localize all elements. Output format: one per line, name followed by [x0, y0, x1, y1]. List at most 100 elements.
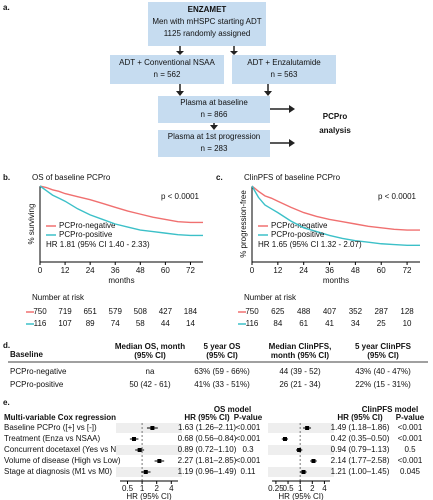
risk-count: 508 [134, 307, 148, 316]
p-label: <0.001 [236, 423, 261, 432]
row-band [268, 423, 334, 433]
x-tick-label: 60 [161, 266, 170, 275]
risk-count: 352 [349, 307, 363, 316]
x-tick-label: 4 [322, 484, 327, 493]
node-text: Plasma at baseline [180, 98, 248, 107]
risk-count: 58 [136, 319, 145, 328]
legend-label: PCPro-positive [271, 230, 325, 239]
risk-count: 25 [377, 319, 386, 328]
table-cell: 63% (59 - 66%) [194, 367, 250, 376]
panel-label: e. [3, 398, 10, 407]
x-tick-label: 2 [310, 484, 315, 493]
node-box [148, 2, 266, 46]
hr-marker [301, 470, 306, 474]
table-header: Baseline [10, 350, 43, 359]
x-tick-label: 0.25 [268, 484, 284, 493]
hr-marker [311, 459, 316, 463]
x-tick-label: 0.5 [282, 484, 294, 493]
node-text: ADT + Enzalutamide [247, 58, 321, 67]
arrows [179, 46, 290, 144]
node-text: ENZAMET [188, 5, 227, 14]
node-text: n = 563 [271, 70, 298, 79]
risk-count: 750 [33, 307, 47, 316]
node-text: analysis [319, 126, 351, 135]
p-label: 0.11 [241, 467, 257, 476]
hr-label: 1.63 (1.26–2.11) [178, 423, 236, 432]
x-tick-label: 24 [86, 266, 95, 275]
hr-annotation: HR 1.81 (95% CI 1.40 - 2.33) [46, 240, 150, 249]
hr-marker [150, 426, 155, 430]
row-band [116, 445, 182, 455]
risk-count: 14 [186, 319, 195, 328]
x-tick-label: 1 [298, 484, 303, 493]
p-value: p < 0.0001 [161, 192, 200, 201]
x-tick-label: 48 [136, 266, 145, 275]
risk-count: 128 [400, 307, 414, 316]
x-tick-label: 36 [325, 266, 334, 275]
table-header: 5 year OS [204, 342, 242, 351]
risk-count: 287 [375, 307, 389, 316]
panel-label: c. [216, 173, 223, 182]
x-tick-label: 12 [61, 266, 70, 275]
node-box [300, 105, 370, 145]
table-header: 5 year ClinPFS [355, 342, 412, 351]
x-tick-label: 0 [38, 266, 43, 275]
risk-count: 625 [271, 307, 285, 316]
column-header: HR (95% CI) [184, 413, 230, 422]
node-box [232, 55, 336, 84]
table-cell: 50 (42 - 61) [129, 380, 171, 389]
hr-marker [143, 470, 148, 474]
chart-title: OS of baseline PCPro [32, 173, 111, 182]
hr-marker [131, 437, 136, 441]
risk-count: 10 [403, 319, 412, 328]
risk-count: 34 [351, 319, 360, 328]
risk-count: 84 [273, 319, 282, 328]
x-tick-label: 2 [154, 484, 159, 493]
risk-count: 651 [83, 307, 97, 316]
risk-count: 488 [297, 307, 311, 316]
km-curve [39, 185, 203, 224]
node-box [158, 96, 270, 123]
hr-marker [137, 448, 142, 452]
risk-count: 61 [299, 319, 308, 328]
x-tick-label: 72 [403, 266, 412, 275]
legend-label: PCPro-positive [59, 230, 113, 239]
x-tick-label: 12 [273, 266, 282, 275]
table-header: Median OS, month [115, 342, 185, 351]
model-title: OS model [214, 405, 251, 414]
node-text: PCPro [323, 112, 348, 121]
row-label: Baseline PCPro ([+] vs [-]) [4, 423, 97, 432]
p-label: <0.001 [236, 456, 261, 465]
risk-count: 44 [161, 319, 170, 328]
node-text: ADT + Conventional NSAA [119, 58, 215, 67]
hr-label: 0.42 (0.35–0.50) [331, 434, 390, 443]
x-tick-label: 48 [351, 266, 360, 275]
km-curve [251, 185, 420, 231]
risk-title: Number at risk [244, 293, 297, 302]
node-box [110, 55, 224, 84]
p-label: <0.001 [236, 434, 261, 443]
panel-label: a. [3, 3, 10, 12]
x-tick-label: 1 [140, 484, 145, 493]
y-axis-label: % progression-free [239, 190, 248, 258]
table-header: month (95% CI) [271, 351, 330, 360]
table-header: (95% CI) [206, 351, 238, 360]
risk-count: 579 [109, 307, 123, 316]
table-cell: 41% (33 - 51%) [194, 380, 250, 389]
risk-count: 89 [86, 319, 95, 328]
table-cell: 26 (21 - 34) [279, 380, 321, 389]
hr-marker [297, 448, 302, 452]
node-text: n = 866 [201, 110, 228, 119]
x-tick-label: 4 [169, 484, 174, 493]
table-header: (95% CI) [134, 351, 166, 360]
table-header: Median ClinPFS, [269, 342, 332, 351]
node-text: Men with mHSPC starting ADT [152, 17, 261, 26]
panel-label: b. [3, 173, 10, 182]
panel-a [110, 2, 370, 157]
risk-count: 74 [111, 319, 120, 328]
table-cell: 22% (15 - 31%) [355, 380, 411, 389]
x-tick-label: 60 [377, 266, 386, 275]
hr-marker [305, 426, 310, 430]
p-label: 0.045 [400, 467, 421, 476]
panel-label: d. [3, 341, 10, 350]
